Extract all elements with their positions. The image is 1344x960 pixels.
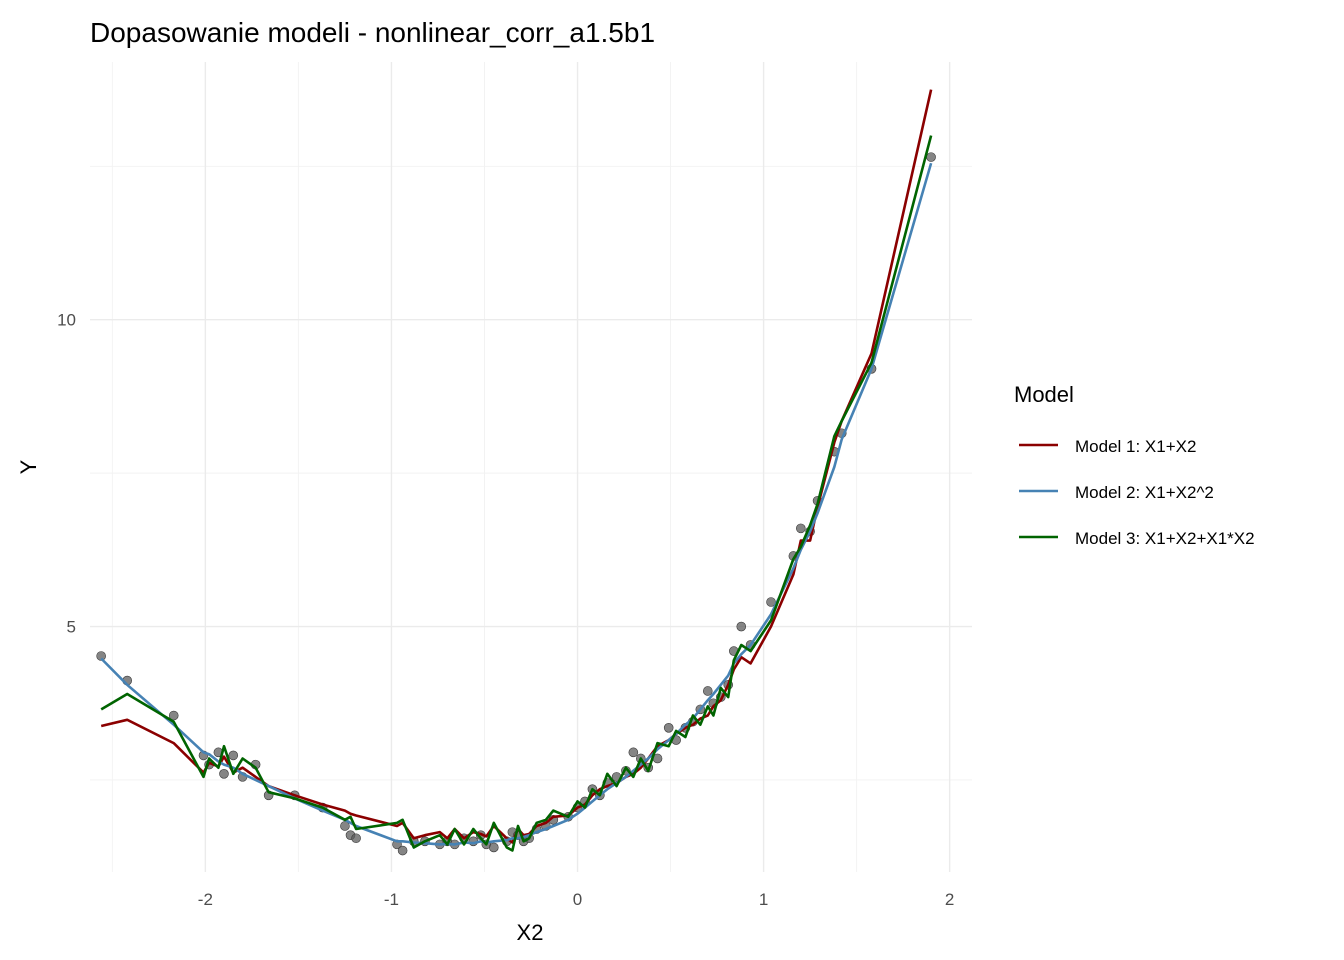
data-point xyxy=(340,821,350,831)
data-point xyxy=(663,722,674,733)
legend: Model Model 1: X1+X2 Model 2: X1+X2^2 Mode… xyxy=(1014,382,1255,548)
data-point xyxy=(766,597,776,607)
data-point xyxy=(96,651,106,661)
data-point xyxy=(397,845,408,856)
series-line-model-3 xyxy=(100,135,933,852)
data-point xyxy=(736,621,747,632)
data-point xyxy=(628,747,639,758)
x-axis-ticks: -2 -1 0 1 2 xyxy=(198,890,955,909)
x-tick-label: 2 xyxy=(945,890,954,909)
x-tick-label: -1 xyxy=(384,890,399,909)
series-line-model-2 xyxy=(100,162,933,846)
data-point xyxy=(702,686,713,696)
y-tick-label: 10 xyxy=(57,311,76,330)
series-line-model-1 xyxy=(100,89,933,844)
x-tick-label: 1 xyxy=(759,890,768,909)
data-point xyxy=(926,152,936,162)
data-point xyxy=(228,750,239,761)
data-point xyxy=(796,523,806,534)
x-axis-title: X2 xyxy=(517,920,544,945)
y-tick-label: 5 xyxy=(67,618,76,637)
data-point xyxy=(351,833,361,844)
legend-label-model-3: Model 3: X1+X2+X1*X2 xyxy=(1075,529,1255,548)
x-tick-label: 0 xyxy=(573,890,582,909)
legend-label-model-2: Model 2: X1+X2^2 xyxy=(1075,483,1214,502)
data-point xyxy=(488,842,499,853)
x-tick-label: -2 xyxy=(198,890,213,909)
y-axis-title: Y xyxy=(16,459,41,474)
y-axis-ticks: 5 10 xyxy=(57,311,76,637)
legend-title: Model xyxy=(1014,382,1074,407)
legend-label-model-1: Model 1: X1+X2 xyxy=(1075,437,1196,456)
data-point xyxy=(168,710,179,721)
grid xyxy=(90,62,972,872)
chart-title: Dopasowanie modeli - nonlinear_corr_a1.5… xyxy=(90,17,655,48)
data-point xyxy=(219,769,229,779)
series-lines xyxy=(100,89,933,852)
